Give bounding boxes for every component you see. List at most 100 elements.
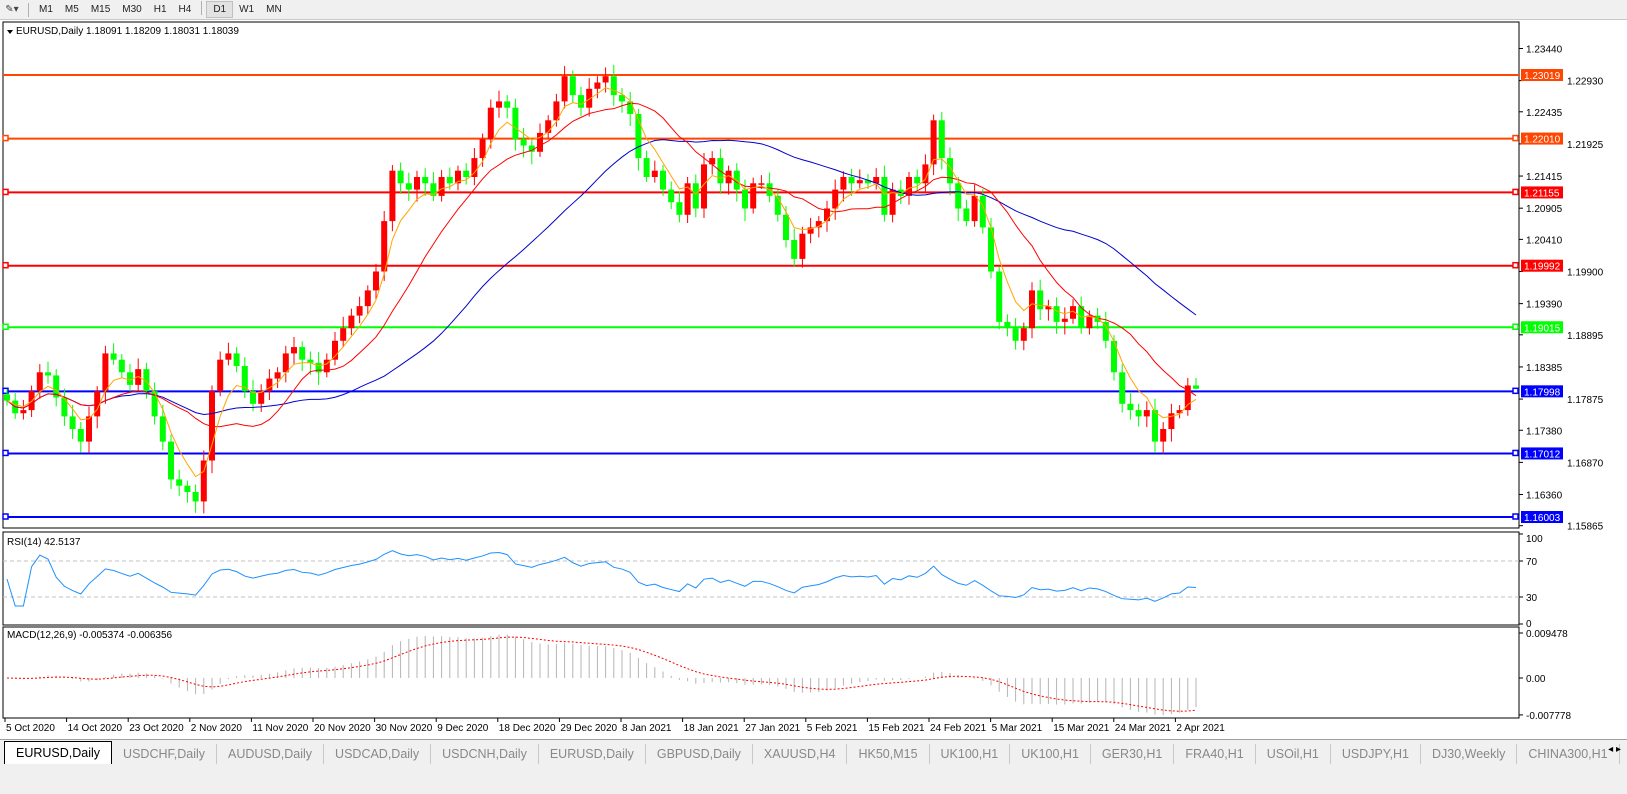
- chart-tab[interactable]: XAUUSD,H4: [753, 744, 848, 764]
- chart-tab[interactable]: HK50,M15: [847, 744, 930, 764]
- candle-body[interactable]: [282, 353, 289, 373]
- chart-tab[interactable]: USDCHF,Daily: [112, 744, 217, 764]
- candle-body[interactable]: [69, 416, 76, 429]
- candle-body[interactable]: [537, 132, 543, 152]
- candle-body[interactable]: [799, 233, 806, 259]
- candle-body[interactable]: [94, 391, 101, 417]
- candle-body[interactable]: [192, 491, 199, 502]
- candle-body[interactable]: [610, 76, 617, 96]
- candle-body[interactable]: [405, 183, 412, 190]
- candle-body[interactable]: [397, 170, 404, 184]
- line-anchor-handle[interactable]: [2, 449, 9, 457]
- candle-body[interactable]: [545, 120, 552, 133]
- candle-body[interactable]: [569, 76, 576, 96]
- candle-body[interactable]: [1119, 372, 1126, 404]
- candle-body[interactable]: [586, 88, 593, 108]
- candle-body[interactable]: [430, 183, 437, 196]
- timeframe-h4-button[interactable]: H4: [178, 4, 192, 15]
- chart-tab[interactable]: AUDUSD,Daily: [217, 744, 325, 764]
- candle-body[interactable]: [463, 170, 470, 177]
- line-anchor-handle[interactable]: [1512, 323, 1519, 331]
- line-anchor-handle[interactable]: [1512, 387, 1519, 395]
- chart-tab[interactable]: UK100,H1: [1010, 744, 1091, 764]
- candle-body[interactable]: [45, 372, 51, 376]
- line-anchor-handle[interactable]: [1512, 449, 1519, 457]
- chart-tab[interactable]: DJ30,Weekly: [1421, 744, 1518, 764]
- candle-body[interactable]: [1086, 315, 1093, 329]
- candle-body[interactable]: [184, 485, 191, 492]
- candle-body[interactable]: [28, 391, 35, 411]
- candle-body[interactable]: [709, 158, 716, 165]
- candle-body[interactable]: [414, 176, 420, 190]
- candle-body[interactable]: [151, 391, 158, 417]
- candle-body[interactable]: [930, 120, 937, 165]
- candle-body[interactable]: [86, 416, 92, 442]
- candle-body[interactable]: [865, 180, 871, 184]
- line-anchor-handle[interactable]: [2, 387, 9, 395]
- candle-body[interactable]: [20, 410, 27, 414]
- candle-body[interactable]: [955, 183, 962, 209]
- candle-body[interactable]: [422, 176, 429, 184]
- candle-body[interactable]: [840, 176, 847, 190]
- line-tools-icon[interactable]: ✎▾: [5, 4, 19, 15]
- candle-body[interactable]: [479, 139, 486, 159]
- candle-body[interactable]: [36, 372, 43, 392]
- line-anchor-handle[interactable]: [1512, 513, 1519, 520]
- chart-tab[interactable]: GBPUSD,Daily: [646, 744, 753, 764]
- candle-body[interactable]: [520, 139, 527, 146]
- candle-body[interactable]: [988, 227, 994, 272]
- candle-body[interactable]: [881, 176, 888, 215]
- candle-body[interactable]: [922, 164, 929, 184]
- timeframe-m1-button[interactable]: M1: [39, 4, 53, 15]
- candle-body[interactable]: [241, 365, 248, 392]
- line-anchor-handle[interactable]: [2, 261, 9, 269]
- candle-body[interactable]: [127, 372, 133, 385]
- candle-body[interactable]: [446, 176, 453, 184]
- candle-body[interactable]: [258, 391, 265, 404]
- chart-tab[interactable]: GER30,H1: [1091, 744, 1175, 764]
- line-anchor-handle[interactable]: [2, 188, 9, 196]
- chart-tab[interactable]: UK100,H1: [930, 744, 1011, 764]
- line-anchor-handle[interactable]: [1512, 188, 1519, 196]
- candle-body[interactable]: [1070, 306, 1076, 319]
- candle-body[interactable]: [348, 315, 355, 329]
- candle-body[interactable]: [742, 189, 748, 209]
- candle-body[interactable]: [791, 239, 798, 259]
- timeframe-w1-button[interactable]: W1: [239, 4, 255, 15]
- chart-tab[interactable]: EURUSD,Daily: [4, 741, 113, 764]
- candle-body[interactable]: [914, 176, 921, 184]
- candle-body[interactable]: [651, 170, 658, 177]
- candle-body[interactable]: [1053, 306, 1060, 322]
- macd-pane[interactable]: [2, 626, 1520, 719]
- candle-body[interactable]: [947, 158, 953, 184]
- timeframe-m15-button[interactable]: M15: [90, 4, 111, 15]
- candle-body[interactable]: [217, 359, 224, 392]
- line-anchor-handle[interactable]: [1512, 134, 1519, 142]
- candle-body[interactable]: [340, 328, 347, 341]
- candle-body[interactable]: [1127, 403, 1134, 411]
- candle-body[interactable]: [824, 208, 830, 222]
- candle-body[interactable]: [1135, 410, 1142, 417]
- line-anchor-handle[interactable]: [1512, 261, 1519, 269]
- candle-body[interactable]: [118, 359, 125, 373]
- candle-body[interactable]: [619, 95, 625, 102]
- main-chart-pane[interactable]: [2, 21, 1520, 529]
- candle-body[interactable]: [561, 76, 568, 102]
- candle-body[interactable]: [512, 107, 519, 140]
- candle-body[interactable]: [1176, 410, 1183, 414]
- candle-body[interactable]: [1102, 321, 1109, 341]
- candle-body[interactable]: [1061, 318, 1068, 322]
- candle-body[interactable]: [578, 95, 584, 108]
- candle-body[interactable]: [332, 340, 338, 360]
- candle-body[interactable]: [750, 183, 757, 209]
- timeframe-mn-button[interactable]: MN: [266, 4, 282, 15]
- candle-body[interactable]: [356, 306, 363, 316]
- candle-body[interactable]: [1020, 328, 1027, 341]
- candle-body[interactable]: [266, 378, 273, 392]
- candle-body[interactable]: [889, 189, 896, 215]
- timeframe-m5-button[interactable]: M5: [64, 4, 79, 15]
- candle-body[interactable]: [1004, 321, 1011, 329]
- chart-tab[interactable]: USOil,H1: [1256, 744, 1331, 764]
- candle-body[interactable]: [209, 391, 215, 461]
- candle-body[interactable]: [168, 441, 174, 480]
